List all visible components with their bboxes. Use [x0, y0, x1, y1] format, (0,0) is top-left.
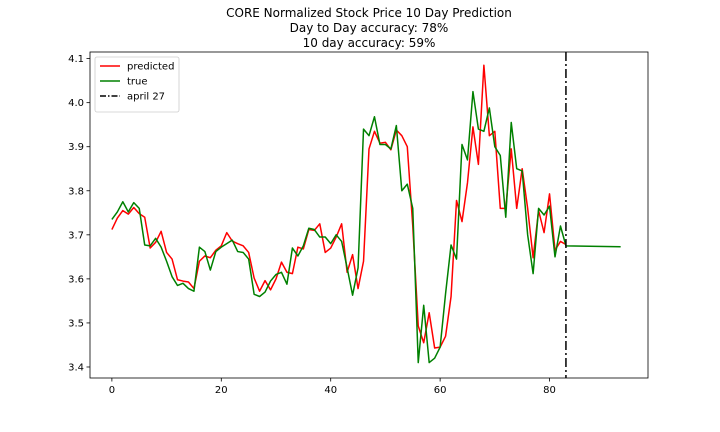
plot-area-frame: [89, 51, 649, 379]
y-tick-label: 3.9: [68, 142, 84, 153]
chart-title-line-1: CORE Normalized Stock Price 10 Day Predi…: [226, 6, 512, 20]
series-line-predicted: [111, 64, 567, 349]
legend-box: [94, 56, 180, 113]
legend: predicted true april 27: [94, 56, 180, 113]
x-tick-label: 40: [324, 385, 337, 396]
y-tick-label: 3.4: [68, 362, 84, 373]
series-line-true: [111, 90, 621, 364]
y-axis: 3.4 3.5 3.6 3.7 3.8 3.9 4.0 4.1: [68, 54, 90, 373]
series-layer: [111, 64, 621, 364]
x-tick-label: 80: [543, 385, 556, 396]
legend-label: true: [127, 77, 148, 88]
x-axis: 0 20 40 60 80: [109, 378, 556, 396]
x-tick-label: 0: [109, 385, 115, 396]
x-tick-label: 20: [215, 385, 228, 396]
chart-title-line-3: 10 day accuracy: 59%: [303, 36, 436, 50]
y-tick-label: 3.6: [68, 274, 84, 285]
chart-title-line-2: Day to Day accuracy: 78%: [290, 21, 449, 35]
y-tick-label: 3.7: [68, 230, 84, 241]
legend-label: april 27: [127, 92, 165, 103]
chart-title: CORE Normalized Stock Price 10 Day Predi…: [226, 6, 512, 50]
y-tick-label: 4.0: [68, 98, 84, 109]
y-tick-label: 3.8: [68, 186, 84, 197]
x-tick-label: 60: [434, 385, 447, 396]
y-tick-label: 3.5: [68, 318, 84, 329]
y-tick-label: 4.1: [68, 54, 84, 65]
legend-label: predicted: [127, 62, 174, 73]
